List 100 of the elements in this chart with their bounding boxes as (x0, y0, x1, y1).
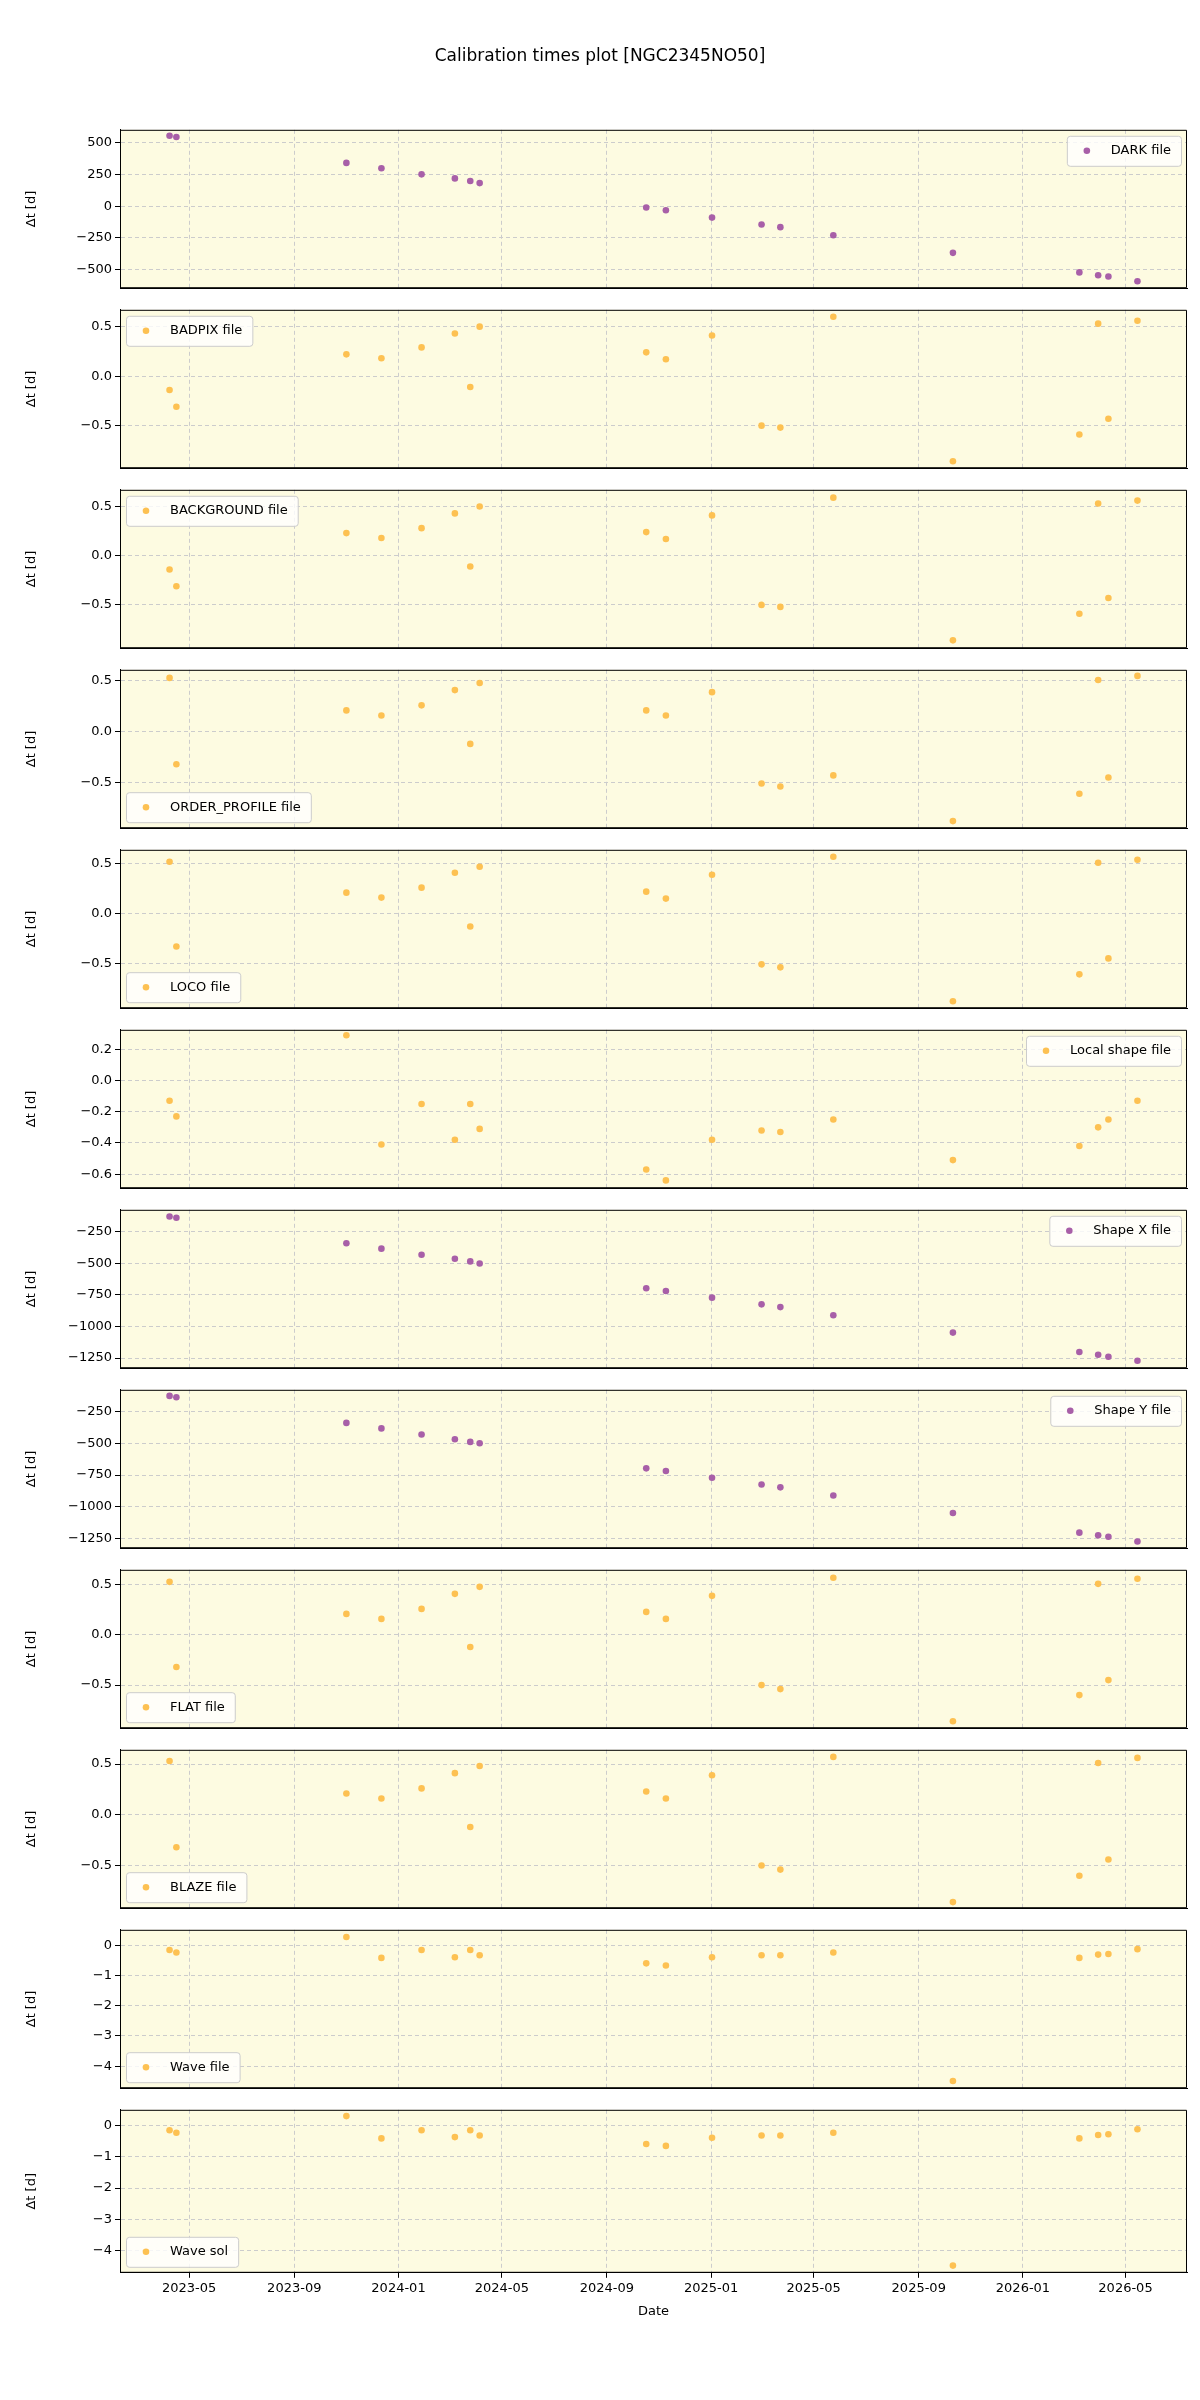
point (1105, 774, 1112, 781)
point (1076, 1954, 1083, 1962)
point (476, 1439, 483, 1447)
point (466, 1823, 474, 1831)
point (343, 529, 350, 537)
point (662, 2142, 670, 2150)
point (378, 2135, 385, 2142)
y-tick-label: −750 (76, 1286, 112, 1302)
point (662, 895, 670, 902)
point (378, 1245, 385, 1252)
point (758, 422, 765, 429)
y-tick-label: 0.0 (91, 904, 112, 920)
point (708, 2134, 716, 2142)
y-tick-label: 0.0 (91, 723, 112, 739)
point (466, 1946, 474, 1954)
y-tick-label: −0.6 (80, 1165, 112, 1181)
legend-label: ORDER_PROFILE file (170, 798, 301, 814)
point (1105, 955, 1112, 962)
point (343, 1790, 350, 1797)
point (642, 1285, 650, 1292)
point (830, 231, 837, 239)
point (1076, 1142, 1083, 1150)
point (466, 383, 474, 391)
point (173, 1663, 180, 1671)
chart-title: Calibration times plot [NGC2345NO50] (433, 44, 767, 67)
point (830, 1116, 837, 1123)
point (1105, 594, 1112, 602)
point (662, 356, 670, 363)
point (830, 2129, 837, 2137)
y-axis-title: Δt [d] (23, 1630, 39, 1668)
y-tick-label: −1 (92, 2147, 112, 2163)
point (343, 1239, 350, 1247)
point (1094, 1759, 1102, 1767)
point (830, 853, 837, 861)
point (166, 386, 173, 394)
point (418, 171, 425, 178)
y-tick-label: −500 (76, 1254, 112, 1270)
point (642, 349, 650, 356)
legend-label: FLAT file (170, 1698, 225, 1714)
x-axis-title: Date (637, 2302, 670, 2318)
point (166, 1392, 173, 1400)
point (451, 175, 459, 182)
point (949, 997, 957, 1005)
y-axis-title: Δt [d] (23, 190, 39, 228)
y-tick-label: 0 (103, 2116, 112, 2132)
point (418, 2126, 425, 2134)
point (476, 1762, 483, 1770)
point (466, 2126, 474, 2134)
point (451, 1954, 459, 1961)
point (476, 863, 483, 871)
point (173, 2129, 180, 2137)
y-tick-label: −4 (92, 2057, 112, 2073)
point (418, 1946, 425, 1954)
point (476, 2132, 483, 2139)
point (662, 535, 670, 543)
point (949, 1898, 957, 1906)
point (642, 204, 650, 211)
point (1134, 1945, 1141, 1953)
point (418, 1605, 425, 1613)
y-tick-label: 0 (103, 197, 112, 213)
y-tick-label: −0.2 (80, 1103, 112, 1119)
point (466, 1438, 474, 1446)
point (708, 1136, 716, 1144)
point (378, 894, 385, 901)
point (662, 1467, 670, 1475)
point (476, 1951, 483, 1959)
point (758, 1481, 765, 1488)
point (708, 214, 716, 221)
point (1134, 1575, 1141, 1583)
y-axis-title: Δt [d] (23, 1990, 39, 2028)
point (1134, 1097, 1141, 1105)
y-tick-label: −0.4 (80, 1134, 112, 1150)
x-tick-label: 2026-05 (1098, 2279, 1153, 2295)
y-tick-label: −2 (92, 1997, 112, 2013)
point (830, 1492, 837, 1499)
point (451, 1769, 459, 1777)
point (949, 457, 957, 465)
point (708, 1771, 716, 1779)
point (642, 2140, 650, 2148)
point (418, 524, 425, 532)
point (758, 221, 765, 228)
legend-label: Shape X file (1093, 1222, 1172, 1238)
y-tick-label: −0.5 (80, 954, 112, 970)
y-tick-label: 250 (87, 165, 112, 181)
point (418, 1251, 425, 1259)
y-tick-label: 0.0 (91, 1071, 112, 1087)
legend-label: BADPIX file (170, 322, 243, 338)
point (173, 1393, 180, 1401)
point (708, 688, 716, 696)
y-tick-label: −250 (76, 1402, 112, 1418)
point (949, 817, 957, 825)
point (949, 1717, 957, 1725)
point (1094, 1951, 1102, 1958)
point (1094, 859, 1102, 867)
point (476, 323, 483, 330)
point (1105, 1116, 1112, 1123)
point (173, 943, 180, 950)
point (662, 206, 670, 214)
point (777, 223, 784, 231)
point (466, 1643, 474, 1651)
